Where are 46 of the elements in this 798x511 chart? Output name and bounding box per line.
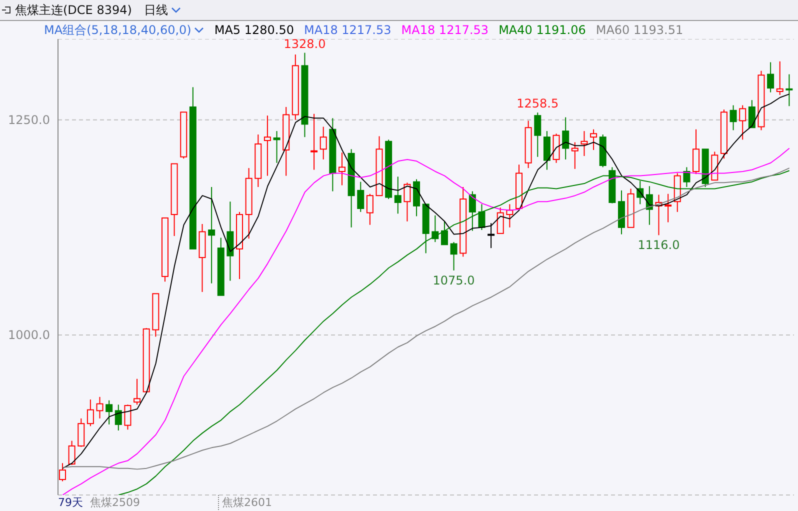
candlestick — [413, 178, 420, 217]
candlestick — [273, 130, 280, 164]
candlestick — [245, 168, 252, 240]
candlestick — [580, 130, 588, 157]
chart-subtitle: 日线 — [144, 2, 168, 18]
y-tick-label: 1000.0 — [8, 328, 50, 342]
candlestick — [264, 115, 271, 176]
candlestick — [320, 126, 327, 160]
candlestick — [292, 54, 299, 120]
legend-label: MA18 1217.53 — [304, 23, 392, 37]
text: 1258.5 — [516, 96, 559, 111]
candlestick — [282, 106, 290, 176]
text: 79天 — [58, 495, 83, 510]
candlestick — [562, 116, 570, 160]
line-series — [62, 94, 790, 469]
candlestick — [114, 404, 122, 431]
text: MA60 1193.51 — [596, 23, 684, 37]
candlestick — [96, 396, 104, 419]
text: 1328.0 — [284, 36, 326, 51]
candlestick — [338, 152, 346, 186]
candlestick — [488, 222, 495, 249]
candlestick — [543, 130, 550, 170]
candlestick — [618, 190, 625, 235]
candlestick — [310, 113, 318, 170]
candlestick — [664, 193, 672, 223]
candlestick — [348, 148, 355, 228]
text: 焦煤2509 — [90, 495, 140, 510]
candlestick — [394, 176, 402, 214]
y-tick-label: 1250.0 — [8, 113, 50, 128]
chart-title: 焦煤主连(DCE 8394) — [15, 2, 132, 18]
candlestick — [254, 134, 262, 188]
text: MA5 1280.50 — [214, 23, 294, 37]
text: MA18 1217.53 — [401, 23, 489, 37]
text: 焦煤2601 — [218, 495, 272, 510]
candlestick — [226, 201, 234, 282]
candlestick — [730, 104, 737, 131]
text: 1116.0 — [638, 238, 680, 252]
candlestick — [208, 186, 216, 284]
candlestick — [301, 52, 308, 138]
legend-title: MA组合(5,18,18,40,60,0) — [44, 22, 192, 38]
text: 1075.0 — [432, 273, 475, 288]
candlestick — [786, 74, 793, 107]
candlestick — [329, 118, 336, 192]
candlestick — [198, 223, 206, 292]
text: MA40 1191.06 — [498, 23, 586, 37]
candlestick — [767, 62, 774, 93]
